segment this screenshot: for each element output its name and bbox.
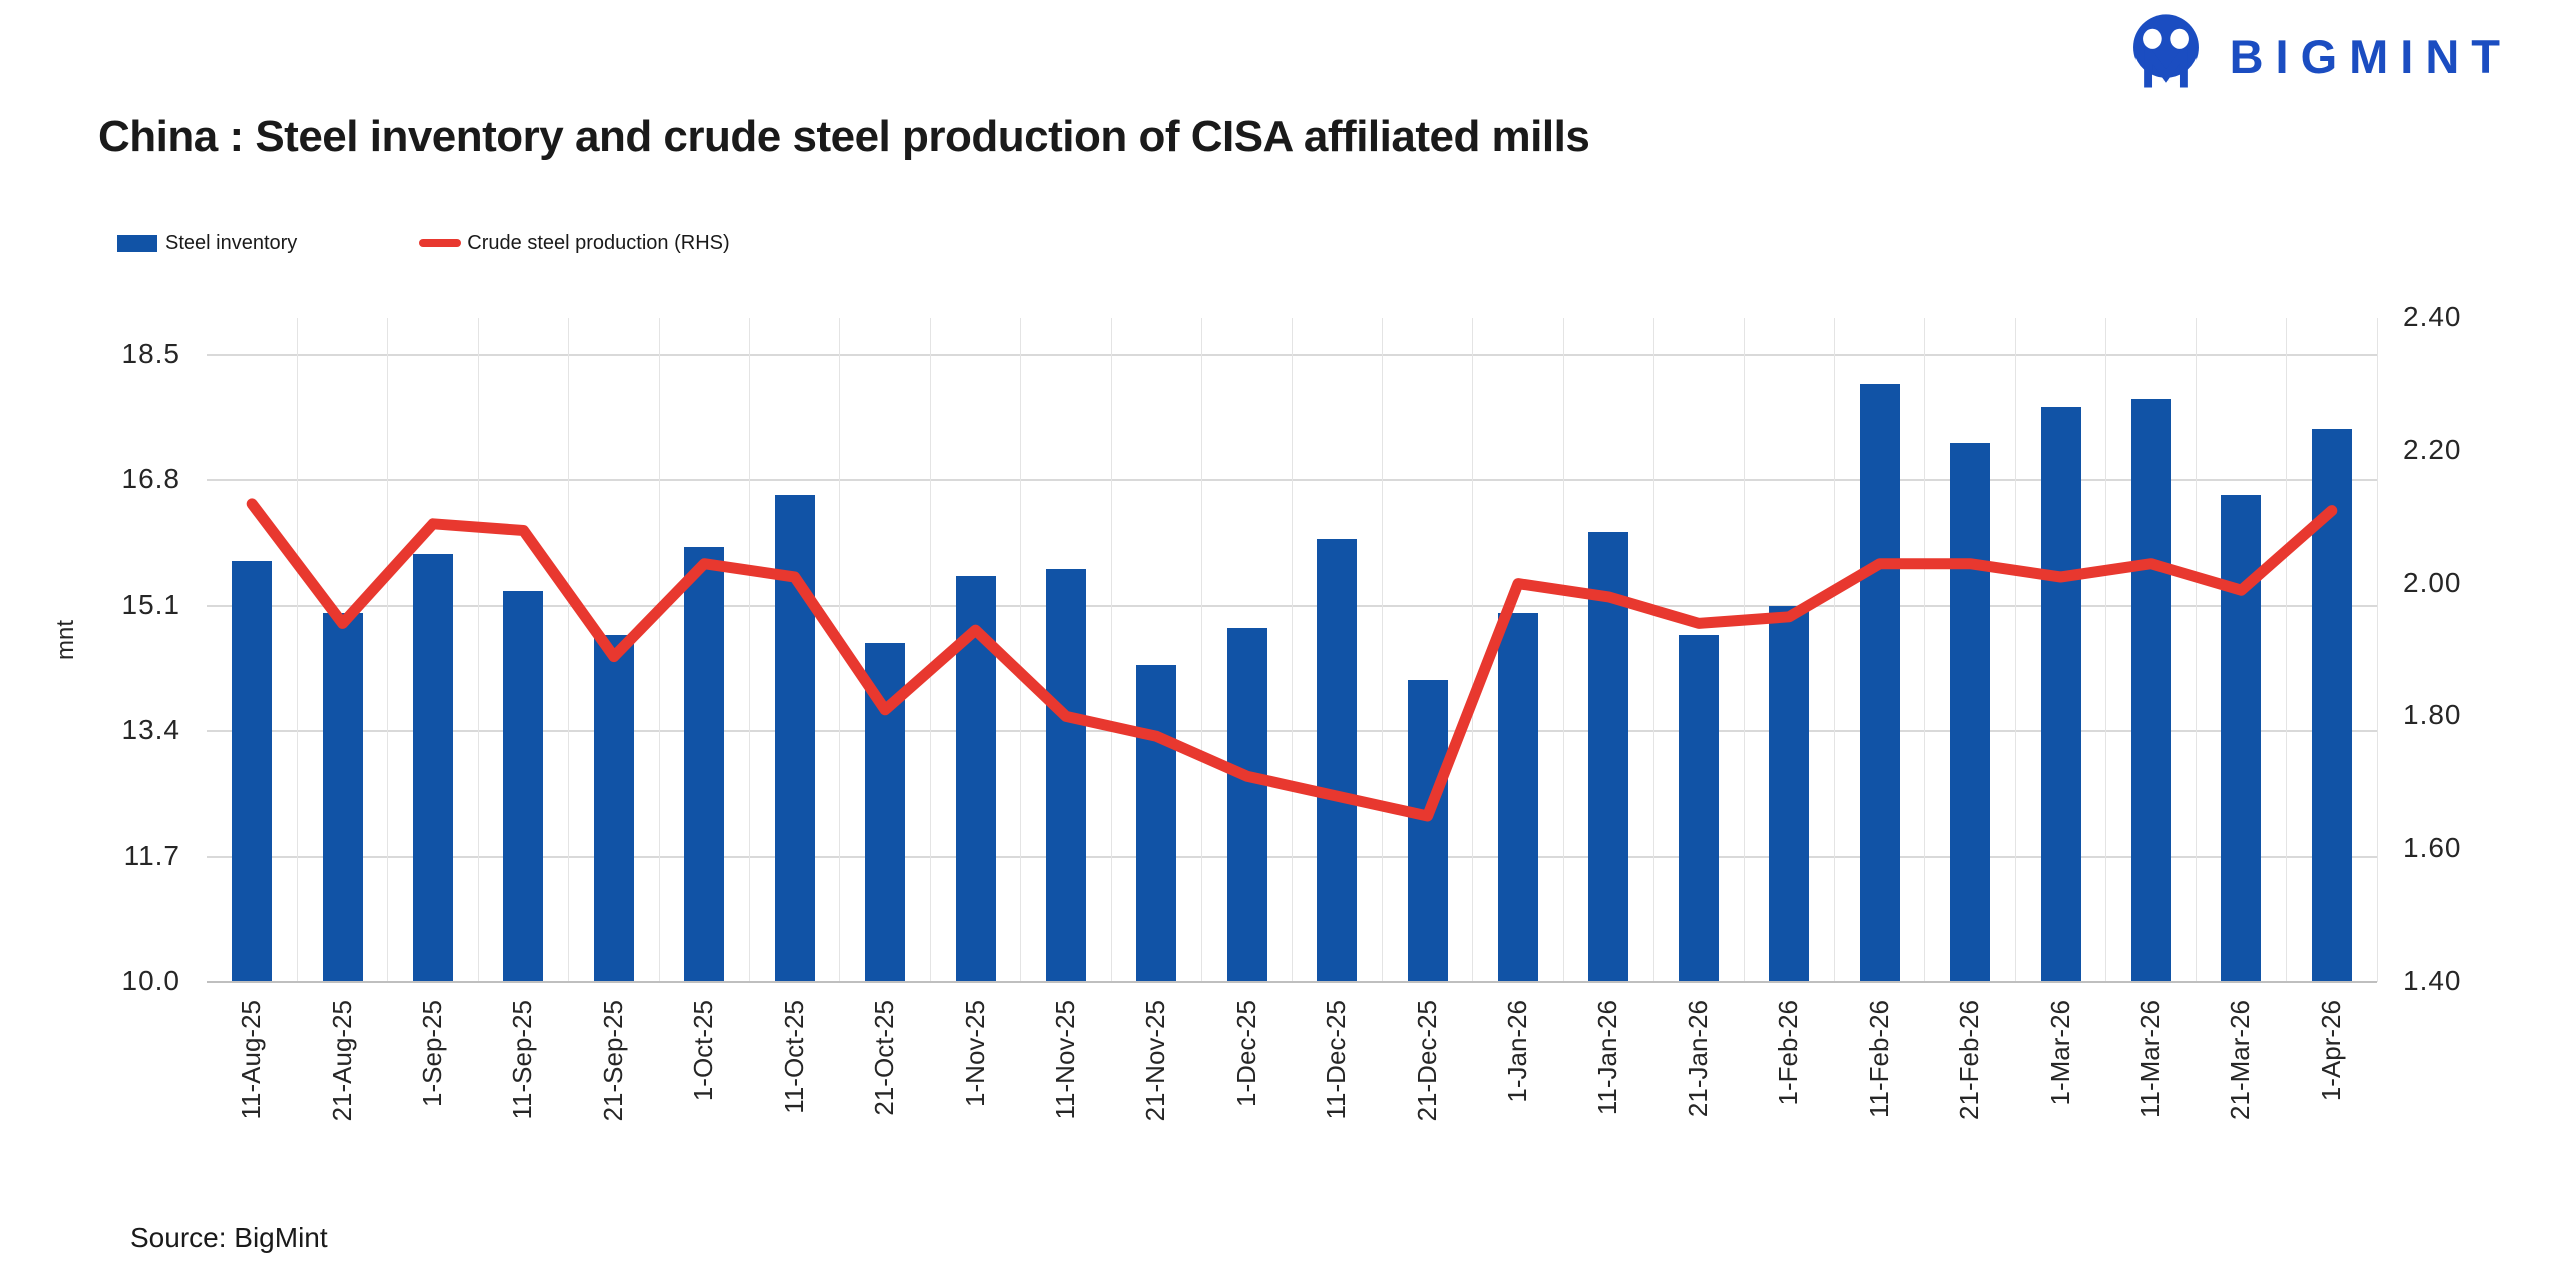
x-axis-tick: 11-Oct-25: [778, 1000, 809, 1114]
gridline-vertical: [296, 318, 298, 982]
left-axis-tick: 11.7: [123, 839, 180, 871]
gridline-vertical: [1201, 318, 1203, 982]
x-axis-line: [207, 981, 2377, 983]
right-axis-tick: 1.80: [2403, 699, 2462, 731]
gridline-vertical: [2105, 318, 2107, 982]
x-axis-tick: 1-Nov-25: [959, 1000, 990, 1107]
x-axis-tick: 11-Mar-26: [2134, 1000, 2165, 1119]
steel-inventory-bar: [1678, 635, 1719, 982]
bigmint-logo-text: BIGMINT: [2229, 29, 2512, 83]
steel-inventory-swatch: [117, 234, 157, 252]
x-axis-tick: 1-Mar-26: [2044, 1000, 2075, 1106]
gridline-vertical: [1924, 318, 1926, 982]
legend-label: Steel inventory: [165, 231, 298, 254]
steel-inventory-bar: [1588, 531, 1629, 982]
bigmint-logo-icon: [2130, 13, 2202, 99]
gridline-vertical: [1834, 318, 1835, 982]
left-axis-title: mnt: [52, 620, 79, 661]
source-note: Source: BigMint: [130, 1222, 328, 1253]
steel-inventory-bar: [322, 613, 363, 982]
left-axis-tick: 13.4: [121, 714, 180, 746]
right-axis-tick: 2.40: [2403, 301, 2462, 332]
crude-steel-production-line: [246, 498, 2338, 822]
bigmint-logo: BIGMINT: [2130, 14, 2512, 94]
chart-title: China : Steel inventory and crude steel …: [98, 112, 1590, 161]
x-axis-tick: 21-Sep-25: [597, 1000, 628, 1122]
gridline-vertical: [2014, 318, 2016, 982]
gridline-vertical: [2286, 318, 2288, 982]
gridline-vertical: [929, 318, 931, 982]
legend-item-crude-steel-production: Crude steel production (RHS): [419, 231, 730, 255]
steel-inventory-bar: [1045, 568, 1086, 982]
x-axis-tick: 21-Jan-26: [1682, 1000, 1713, 1118]
crude-steel-production-swatch: [419, 239, 462, 247]
gridline-vertical: [1020, 318, 1022, 982]
steel-inventory-bar: [413, 554, 454, 982]
gridline-vertical: [1291, 318, 1293, 982]
steel-inventory-bar: [1769, 605, 1810, 982]
gridline-vertical: [658, 318, 660, 982]
x-axis-tick: 21-Oct-25: [869, 1000, 900, 1116]
x-axis-tick: 1-Dec-25: [1230, 1000, 1261, 1107]
x-axis-tick: 21-Mar-26: [2225, 1000, 2256, 1120]
chart-legend: Steel inventory Crude steel production (…: [117, 224, 730, 262]
gridline-vertical: [1110, 318, 1112, 982]
gridline-vertical: [1562, 318, 1564, 982]
left-axis-tick: 10.0: [121, 965, 180, 996]
x-axis-tick: 1-Feb-26: [1773, 1000, 1804, 1106]
gridline-vertical: [749, 318, 750, 982]
steel-inventory-bar: [1317, 539, 1358, 982]
plot-area: [207, 318, 2378, 983]
steel-inventory-bar: [2130, 399, 2171, 982]
gridline-vertical: [2195, 318, 2197, 982]
x-axis-tick: 11-Nov-25: [1049, 1000, 1080, 1120]
steel-inventory-bar: [1498, 613, 1539, 982]
steel-inventory-bar: [1859, 384, 1900, 982]
x-axis-tick: 21-Aug-25: [326, 1000, 357, 1122]
right-axis-tick: 2.20: [2403, 433, 2462, 465]
right-axis-tick: 1.40: [2403, 965, 2462, 996]
gridline-vertical: [1472, 318, 1474, 982]
legend-label: Crude steel production (RHS): [467, 231, 730, 254]
gridline-vertical: [1743, 318, 1745, 982]
legend-item-steel-inventory: Steel inventory: [117, 232, 297, 255]
x-axis-tick: 11-Dec-25: [1321, 1000, 1352, 1120]
x-axis-tick: 21-Feb-26: [1954, 1000, 1985, 1120]
steel-inventory-bar: [1950, 443, 1991, 982]
gridline-vertical: [2376, 318, 2378, 982]
steel-inventory-bar: [232, 561, 273, 982]
x-axis-tick: 1-Apr-26: [2315, 1000, 2346, 1102]
steel-inventory-bar: [593, 635, 634, 982]
steel-inventory-bar: [2040, 406, 2081, 982]
steel-inventory-bar: [1226, 627, 1267, 982]
gridline-vertical: [477, 318, 479, 982]
gridline-vertical: [387, 318, 389, 982]
right-axis-tick: 1.60: [2403, 832, 2462, 864]
gridline-vertical: [1653, 318, 1655, 982]
steel-inventory-bar: [684, 546, 725, 982]
steel-inventory-bar: [503, 590, 544, 982]
gridline-vertical: [568, 318, 570, 982]
gridline-vertical: [1381, 318, 1383, 982]
x-axis-tick: 11-Jan-26: [1592, 1000, 1623, 1116]
steel-inventory-bar: [1136, 664, 1177, 982]
x-axis-tick: 1-Oct-25: [688, 1000, 719, 1102]
x-axis-tick: 21-Dec-25: [1411, 1000, 1442, 1122]
right-axis-tick: 2.00: [2403, 566, 2462, 598]
x-axis-tick: 11-Feb-26: [1863, 1000, 1894, 1119]
x-axis-tick: 11-Sep-25: [507, 1000, 538, 1120]
x-axis-tick: 21-Nov-25: [1140, 1000, 1171, 1122]
x-axis-tick: 1-Sep-25: [417, 1000, 448, 1107]
x-axis-tick: 1-Jan-26: [1502, 1000, 1533, 1103]
left-axis-tick: 18.5: [121, 337, 180, 369]
left-axis-tick: 16.8: [121, 463, 180, 495]
x-axis-tick: 11-Aug-25: [236, 1000, 267, 1120]
steel-inventory-bar: [1407, 679, 1448, 982]
left-axis-tick: 15.1: [121, 588, 180, 620]
